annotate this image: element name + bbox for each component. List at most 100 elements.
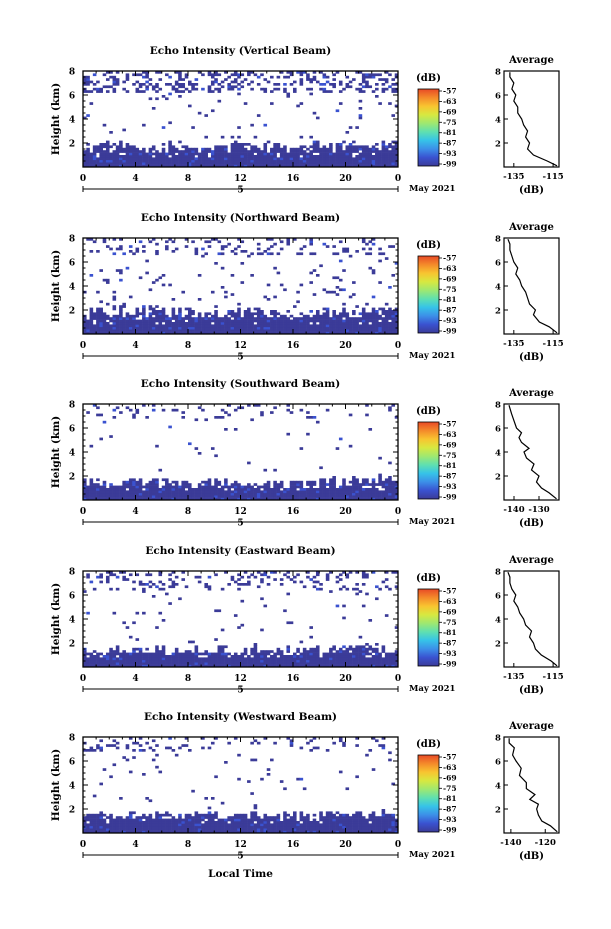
heatmap-cell — [375, 312, 379, 316]
heatmap-cell — [283, 83, 287, 86]
average-frame — [503, 570, 560, 668]
heatmap-cell — [279, 823, 284, 827]
heatmap-cell — [365, 319, 369, 323]
heatmap-cell — [105, 578, 110, 581]
heatmap-cell — [99, 818, 103, 822]
heatmap-cell — [112, 324, 117, 328]
heatmap-cell — [338, 331, 343, 335]
heatmap-cell — [302, 821, 307, 824]
heatmap-cell — [184, 75, 189, 79]
heatmap-cell — [217, 157, 222, 161]
heatmap-cell — [391, 490, 396, 494]
heatmap-cell — [342, 312, 346, 316]
heatmap-cell — [299, 480, 304, 484]
heatmap-cell — [381, 83, 386, 86]
heatmap-cell — [194, 490, 199, 494]
heatmap-cell — [312, 495, 317, 498]
heatmap-cell — [345, 662, 350, 665]
heatmap-cell — [309, 326, 313, 330]
heatmap-cell — [155, 830, 159, 834]
heatmap-cell — [279, 492, 284, 496]
heatmap-cell — [99, 830, 103, 834]
heatmap-cell — [253, 164, 258, 168]
heatmap-cell — [96, 145, 100, 149]
heatmap-cell — [319, 264, 323, 268]
heatmap-cell — [207, 159, 212, 163]
heatmap-cell — [194, 418, 199, 422]
heatmap-cell — [388, 497, 392, 501]
heatmap-cell — [247, 152, 251, 156]
heatmap-cell — [270, 664, 274, 668]
heatmap-cell — [178, 317, 182, 320]
y-tick-label: 2 — [69, 307, 75, 317]
heatmap-cell — [319, 480, 323, 484]
heatmap-cell — [283, 159, 287, 163]
heatmap-cell — [299, 135, 304, 139]
heatmap-cell — [207, 73, 212, 77]
heatmap-cell — [332, 476, 336, 479]
average-x-tick-label: -130 — [528, 505, 549, 515]
heatmap-cell — [273, 145, 277, 149]
heatmap-cell — [155, 488, 159, 491]
heatmap-cell — [188, 319, 192, 323]
heatmap-cell — [115, 78, 120, 81]
heatmap-cell — [102, 492, 107, 496]
heatmap-cell — [296, 317, 300, 320]
heatmap-cell — [181, 490, 186, 494]
heatmap-cell — [194, 329, 199, 332]
heatmap-cell — [191, 317, 195, 320]
heatmap-cell — [86, 80, 90, 84]
heatmap-cell — [112, 238, 117, 241]
heatmap-cell — [293, 492, 297, 496]
heatmap-cell — [128, 145, 133, 149]
heatmap-cell — [283, 490, 287, 494]
heatmap-cell — [115, 659, 120, 663]
heatmap-cell — [368, 483, 373, 486]
heatmap-cell — [99, 821, 103, 824]
heatmap-cell — [171, 310, 176, 313]
heatmap-cell — [122, 492, 126, 496]
heatmap-cell — [158, 659, 163, 663]
heatmap-cell — [86, 575, 90, 579]
heatmap-cell — [355, 647, 359, 651]
heatmap-cell — [237, 331, 241, 335]
heatmap-cell — [142, 813, 146, 817]
heatmap-cell — [348, 444, 353, 448]
heatmap-cell — [286, 240, 291, 244]
heatmap-cell — [322, 145, 327, 149]
heatmap-cell — [233, 159, 238, 163]
heatmap-cell — [260, 657, 264, 661]
heatmap-cell — [309, 78, 313, 81]
heatmap-cell — [368, 312, 373, 316]
heatmap-cell — [352, 485, 356, 489]
heatmap-cell — [138, 655, 143, 658]
heatmap-cell — [270, 662, 274, 665]
heatmap-cell — [86, 159, 90, 163]
heatmap-cell — [155, 485, 159, 489]
heatmap-cell — [299, 312, 304, 316]
heatmap-cell — [391, 114, 396, 117]
heatmap-cell — [125, 823, 130, 827]
heatmap-cell — [178, 162, 182, 165]
heatmap-cell — [361, 319, 366, 323]
heatmap-cell — [348, 126, 353, 129]
heatmap-cell — [237, 92, 241, 96]
heatmap-cell — [289, 483, 294, 486]
heatmap-cell — [361, 152, 366, 156]
heatmap-cell — [371, 145, 376, 149]
heatmap-cell — [115, 816, 120, 819]
heatmap-cell — [296, 485, 300, 489]
heatmap-cell — [148, 326, 153, 330]
heatmap-cell — [178, 657, 182, 661]
heatmap-cell — [89, 314, 94, 318]
heatmap-cell — [89, 322, 94, 325]
heatmap-cell — [306, 664, 310, 668]
heatmap-cell — [299, 662, 304, 665]
heatmap-cell — [289, 314, 294, 318]
heatmap-cell — [214, 73, 218, 77]
heatmap-cell — [148, 830, 153, 834]
heatmap-cell — [266, 155, 271, 158]
heatmap-cell — [299, 78, 304, 81]
heatmap-cell — [338, 495, 343, 498]
heatmap-cell — [178, 159, 182, 163]
